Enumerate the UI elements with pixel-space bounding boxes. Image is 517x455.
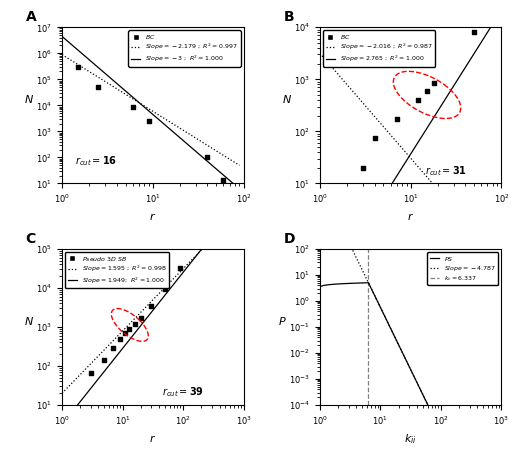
Point: [422, 87, 431, 95]
Point: [129, 103, 137, 110]
Legend: $\it{Pseudo\ 3D\ SB}$, $\it{Slope = 1.595\ ;\ R^2 = 0.998}$, $\it{Slope =1.949;\: $\it{Pseudo\ 3D\ SB}$, $\it{Slope = 1.59…: [65, 252, 169, 288]
Y-axis label: $N$: $N$: [24, 315, 34, 327]
Legend: $\it{BC}$, $\it{Slope = -2.016\ ;\ R^2 = 0.987}$, $\it{Slope = 2.765\ ;\ R^2 = 1: $\it{BC}$, $\it{Slope = -2.016\ ;\ R^2 =…: [323, 30, 435, 66]
Point: [359, 164, 368, 172]
X-axis label: $r$: $r$: [407, 211, 414, 222]
Text: $r_{cut}=\mathbf{16}$: $r_{cut}=\mathbf{16}$: [75, 155, 117, 168]
Point: [116, 335, 124, 342]
X-axis label: $k_{ii}$: $k_{ii}$: [404, 433, 417, 446]
Text: D: D: [284, 232, 295, 246]
Point: [94, 84, 102, 91]
Point: [147, 302, 156, 309]
Legend: $\it{BC}$, $\it{Slope = -2.179\ ;\ R^2 = 0.997}$, $\it{Slope = -3\ ;\ R^2 = 1.00: $\it{BC}$, $\it{Slope = -2.179\ ;\ R^2 =…: [128, 30, 240, 66]
Y-axis label: $P$: $P$: [278, 315, 286, 327]
Point: [100, 357, 109, 364]
Point: [370, 134, 378, 142]
Point: [197, 232, 205, 239]
Point: [136, 314, 145, 322]
Point: [109, 345, 117, 352]
Point: [87, 369, 95, 377]
Point: [414, 96, 422, 104]
Point: [161, 285, 169, 293]
Y-axis label: $N$: $N$: [24, 93, 34, 105]
Text: $r_{cut}=\mathbf{31}$: $r_{cut}=\mathbf{31}$: [425, 164, 467, 178]
Point: [176, 264, 185, 272]
Point: [430, 79, 438, 86]
Legend: $\it{PS}$, $\it{Slope = -4.787}$, $\it{k_c = 6.337}$: $\it{PS}$, $\it{Slope = -4.787}$, $\it{k…: [428, 252, 498, 285]
Point: [203, 154, 211, 161]
X-axis label: $r$: $r$: [149, 433, 157, 444]
Point: [392, 116, 401, 123]
Text: $r_{cut}=\mathbf{39}$: $r_{cut}=\mathbf{39}$: [162, 385, 204, 399]
Point: [125, 325, 133, 332]
Point: [121, 329, 129, 337]
X-axis label: $r$: $r$: [149, 211, 157, 222]
Point: [145, 117, 153, 125]
Text: B: B: [284, 10, 294, 24]
Point: [74, 63, 82, 71]
Text: C: C: [26, 232, 36, 246]
Point: [131, 320, 139, 328]
Y-axis label: $N$: $N$: [282, 93, 292, 105]
Text: A: A: [26, 10, 37, 24]
Point: [470, 29, 478, 36]
Point: [219, 177, 227, 184]
